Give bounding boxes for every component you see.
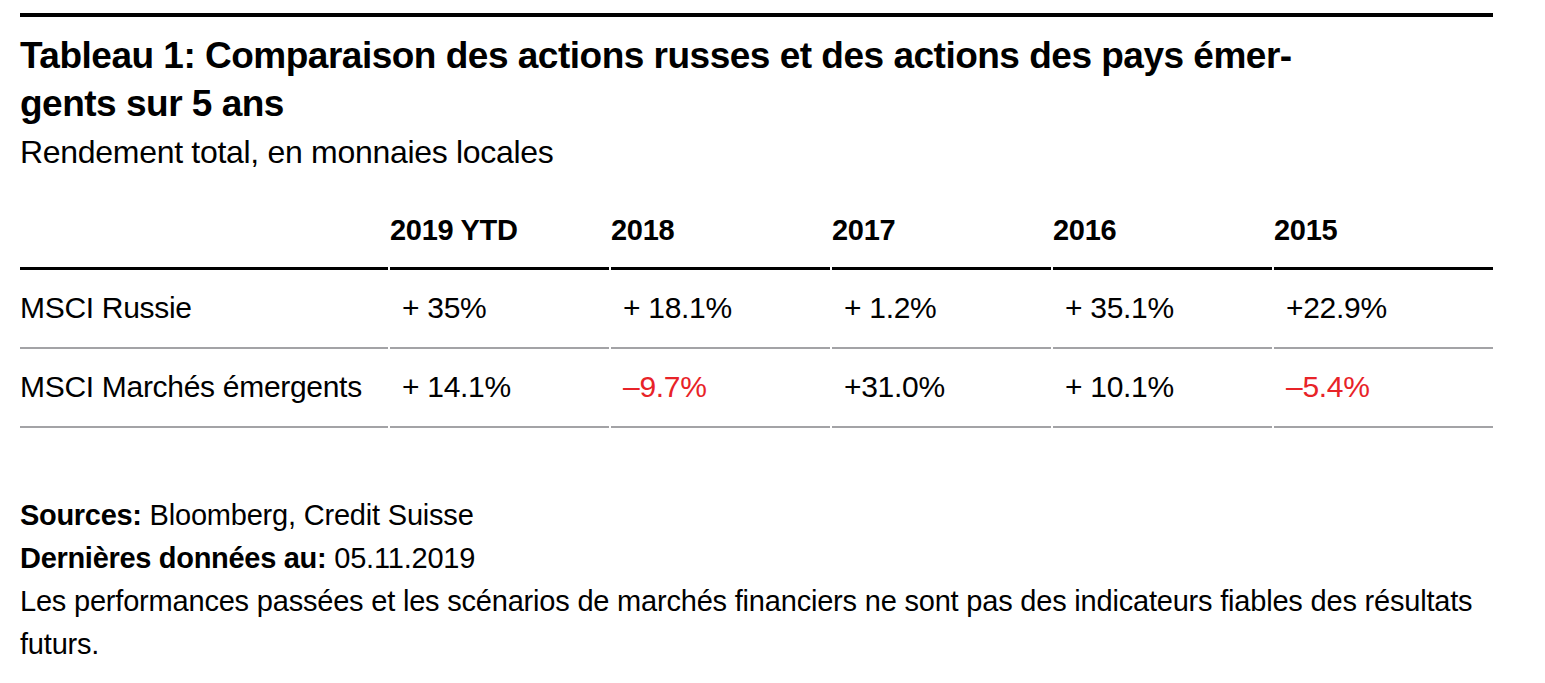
comparison-table: 2019 YTD 2018 2017 2016 2015 MSCI Russie…: [18, 198, 1495, 428]
row-label: MSCI Russie: [20, 270, 388, 349]
row-label: MSCI Marchés émergents: [20, 349, 388, 428]
table-cell: + 1.2%: [832, 270, 1051, 349]
disclaimer-text: Les performances passées et les scénario…: [20, 580, 1497, 666]
figure-page: Tableau 1: Comparaison des actions russe…: [0, 0, 1545, 666]
last-data-line: Dernières données au: 05.11.2019: [20, 537, 1497, 580]
table-cell: + 35.1%: [1053, 270, 1272, 349]
figure-title: Tableau 1: Comparaison des actions russe…: [20, 32, 1497, 128]
sources-label: Sources:: [20, 499, 142, 531]
table-cell: –5.4%: [1274, 349, 1493, 428]
table-header-row: 2019 YTD 2018 2017 2016 2015: [20, 198, 1493, 270]
table-cell: –9.7%: [611, 349, 830, 428]
table-cell: + 14.1%: [390, 349, 609, 428]
column-header-2018: 2018: [611, 198, 830, 270]
table-cell: + 35%: [390, 270, 609, 349]
table-cell: +22.9%: [1274, 270, 1493, 349]
figure-footer: Sources: Bloomberg, Credit Suisse Derniè…: [20, 494, 1497, 666]
top-rule: [20, 13, 1493, 17]
column-header-2017: 2017: [832, 198, 1051, 270]
last-data-value: 05.11.2019: [334, 542, 475, 574]
table-cell: +31.0%: [832, 349, 1051, 428]
column-header-2015: 2015: [1274, 198, 1493, 270]
figure-title-line1: Tableau 1: Comparaison des actions russe…: [20, 32, 1497, 80]
column-header-blank: [20, 198, 388, 270]
table-row-msci-russie: MSCI Russie + 35% + 18.1% + 1.2% + 35.1%…: [20, 270, 1493, 349]
figure-title-line2: gents sur 5 ans: [20, 80, 1497, 128]
table-row-msci-marches-emergents: MSCI Marchés émergents + 14.1% –9.7% +31…: [20, 349, 1493, 428]
column-header-2019-ytd: 2019 YTD: [390, 198, 609, 270]
column-header-2016: 2016: [1053, 198, 1272, 270]
sources-value: Bloomberg, Credit Suisse: [150, 499, 474, 531]
last-data-label: Dernières données au:: [20, 542, 326, 574]
table-cell: + 10.1%: [1053, 349, 1272, 428]
figure-subtitle: Rendement total, en monnaies locales: [20, 130, 1497, 174]
table-cell: + 18.1%: [611, 270, 830, 349]
sources-line: Sources: Bloomberg, Credit Suisse: [20, 494, 1497, 537]
